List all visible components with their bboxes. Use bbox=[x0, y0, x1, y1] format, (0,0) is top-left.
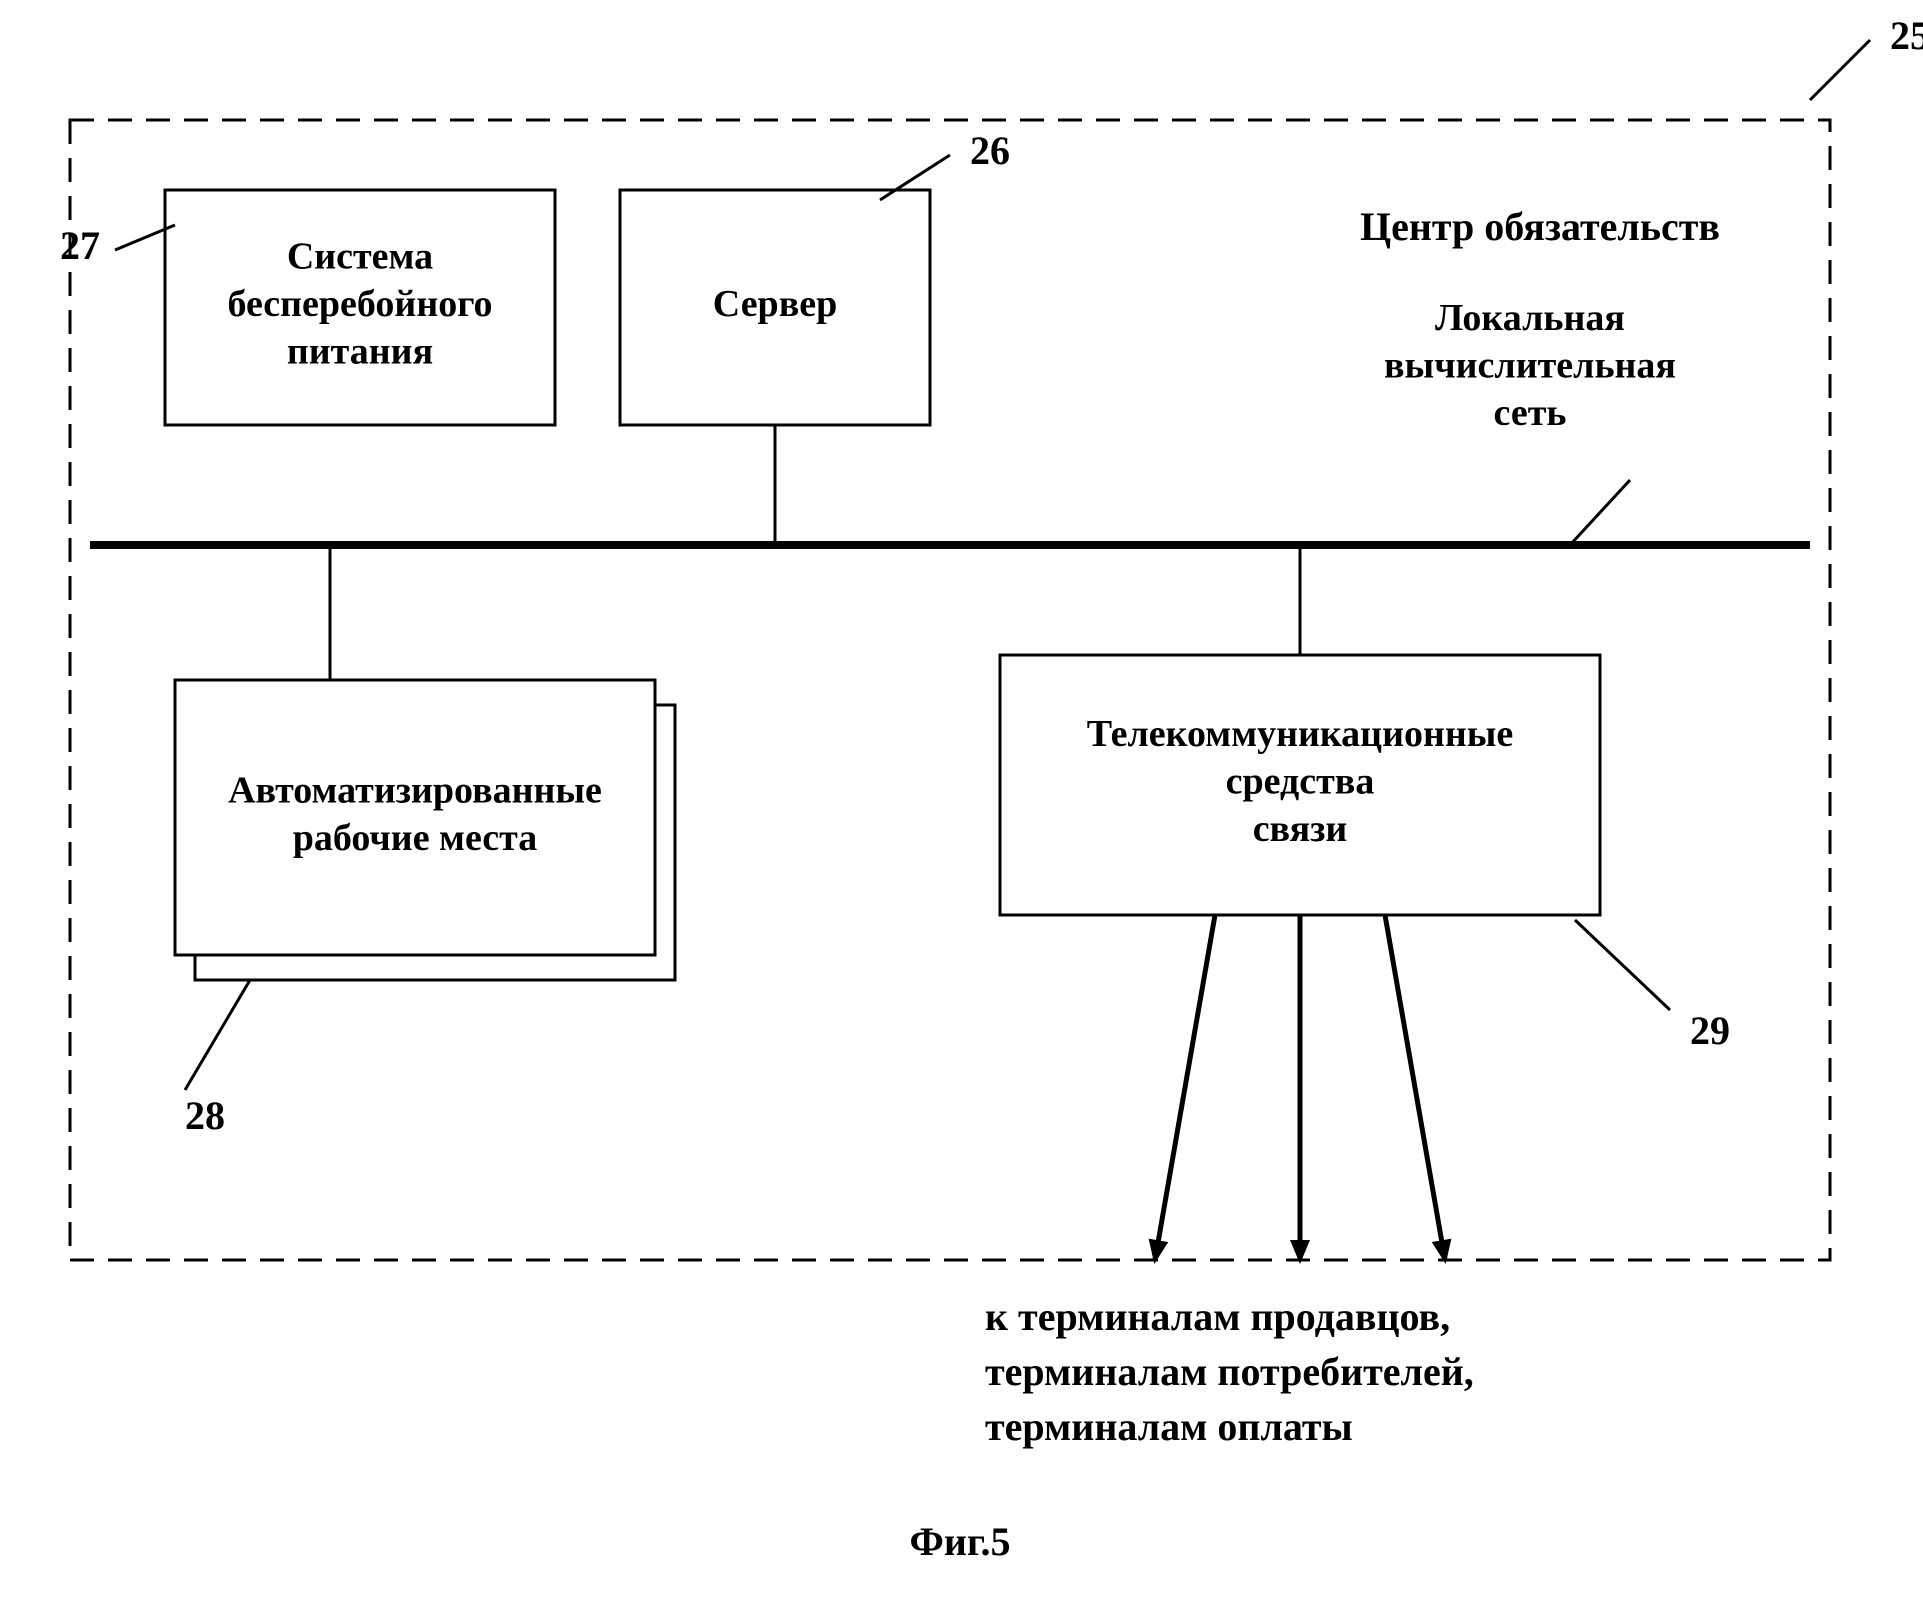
ups-box-label: питания bbox=[287, 331, 433, 373]
output-caption: к терминалам продавцов, bbox=[985, 1294, 1450, 1339]
ref-leader bbox=[185, 980, 250, 1090]
workstations-box-label: Автоматизированные bbox=[228, 769, 602, 811]
telecom-box-label: связи bbox=[1253, 808, 1348, 850]
ups-box: Система бесперебойного питания bbox=[165, 190, 555, 425]
ref-number: 29 bbox=[1690, 1008, 1730, 1053]
figure-label: Фиг.5 bbox=[909, 1519, 1010, 1564]
ref-number: 27 bbox=[60, 223, 100, 268]
lan-leader bbox=[1570, 480, 1630, 545]
server-box: Сервер bbox=[620, 190, 930, 425]
ref-number: 25 bbox=[1890, 13, 1923, 58]
ref-leader bbox=[1575, 920, 1670, 1010]
ref-number: 26 bbox=[970, 128, 1010, 173]
ups-box-label: Система bbox=[287, 236, 433, 278]
workstations-box-label: рабочие места bbox=[293, 817, 538, 859]
container-title: Центр обязательств bbox=[1360, 204, 1720, 249]
server-box-label: Сервер bbox=[713, 283, 837, 325]
output-arrow bbox=[1385, 915, 1445, 1260]
ref-leader bbox=[1810, 40, 1870, 100]
lan-label: Локальная bbox=[1435, 297, 1625, 339]
lan-label: сеть bbox=[1494, 392, 1567, 434]
ref-number: 28 bbox=[185, 1093, 225, 1138]
output-arrow bbox=[1155, 915, 1215, 1260]
telecom-box-label: средства bbox=[1226, 761, 1375, 803]
telecom-box-label: Телекоммуникационные bbox=[1087, 713, 1514, 755]
lan-label: вычислительная bbox=[1384, 345, 1676, 387]
telecom-box: Телекоммуникационные средства связи bbox=[1000, 655, 1600, 915]
workstations-box: Автоматизированные рабочие места bbox=[175, 680, 655, 955]
output-caption: терминалам потребителей, bbox=[985, 1349, 1474, 1394]
output-caption: терминалам оплаты bbox=[985, 1404, 1353, 1449]
ups-box-label: бесперебойного bbox=[227, 283, 492, 325]
